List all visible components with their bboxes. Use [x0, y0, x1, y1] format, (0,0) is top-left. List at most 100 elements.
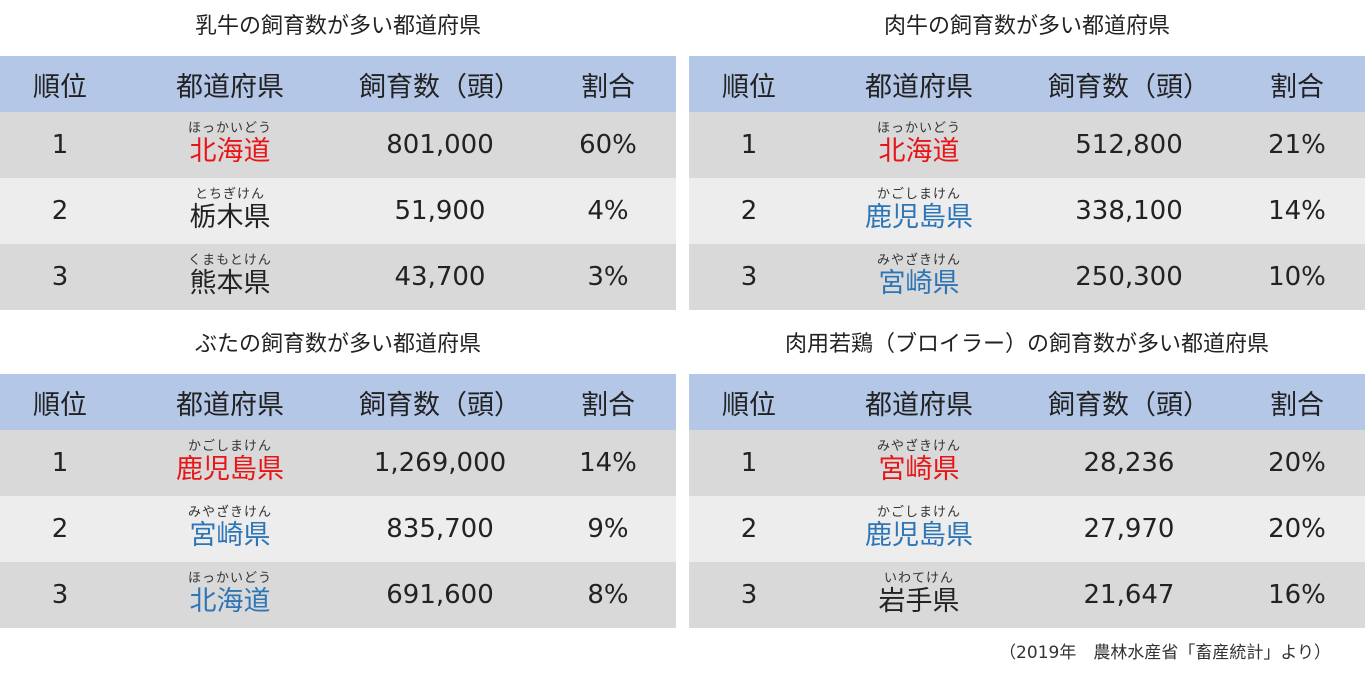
panel-pigs: ぶたの飼育数が多い都道府県 順位 都道府県 飼育数（頭） 割合 1 かごしまけん… [0, 318, 676, 628]
table-row: 2 かごしまけん 鹿児島県 27,970 20% [689, 496, 1365, 562]
panel-beef-cattle: 肉牛の飼育数が多い都道府県 順位 都道府県 飼育数（頭） 割合 1 ほっかいどう… [689, 0, 1365, 310]
header-rank: 順位 [722, 71, 776, 103]
share-cell: 4% [587, 196, 629, 226]
table-row: 1 みやざきけん 宮崎県 28,236 20% [689, 430, 1365, 496]
pref-ruby: みやざきけん [876, 253, 961, 268]
pref-ruby: とちぎけん [194, 187, 265, 202]
header-count: 飼育数（頭） [1048, 389, 1210, 421]
table-header: 順位 都道府県 飼育数（頭） 割合 [0, 56, 676, 112]
share-cell: 20% [1268, 514, 1326, 544]
pref-name: 岩手県 [878, 586, 960, 617]
table-row: 1 ほっかいどう 北海道 801,000 60% [0, 112, 676, 178]
ranking-table: 順位 都道府県 飼育数（頭） 割合 1 ほっかいどう 北海道 801,000 6… [0, 56, 676, 310]
pref-ruby: かごしまけん [876, 187, 961, 202]
count-cell: 28,236 [1083, 448, 1175, 478]
pref-ruby: みやざきけん [187, 505, 272, 520]
share-cell: 8% [587, 580, 629, 610]
ranking-table: 順位 都道府県 飼育数（頭） 割合 1 みやざきけん 宮崎県 28,236 20… [689, 374, 1365, 628]
count-cell: 801,000 [386, 130, 494, 160]
table-row: 3 ほっかいどう 北海道 691,600 8% [0, 562, 676, 628]
count-cell: 27,970 [1083, 514, 1175, 544]
pref-cell: ほっかいどう 北海道 [809, 122, 1029, 168]
header-pref: 都道府県 [865, 389, 973, 421]
rank-cell: 3 [51, 262, 69, 292]
panel-broilers: 肉用若鶏（ブロイラー）の飼育数が多い都道府県 順位 都道府県 飼育数（頭） 割合… [689, 318, 1365, 628]
panel-title: 肉牛の飼育数が多い都道府県 [883, 14, 1170, 39]
count-cell: 691,600 [386, 580, 494, 610]
pref-ruby: ほっかいどう [187, 121, 272, 136]
table-row: 1 かごしまけん 鹿児島県 1,269,000 14% [0, 430, 676, 496]
share-cell: 10% [1268, 262, 1326, 292]
pref-cell: かごしまけん 鹿児島県 [120, 440, 340, 486]
table-header: 順位 都道府県 飼育数（頭） 割合 [0, 374, 676, 430]
table-row: 2 みやざきけん 宮崎県 835,700 9% [0, 496, 676, 562]
share-cell: 3% [587, 262, 629, 292]
pref-name: 北海道 [878, 136, 960, 167]
pref-cell: かごしまけん 鹿児島県 [809, 188, 1029, 234]
pref-name: 北海道 [189, 136, 271, 167]
rank-cell: 1 [51, 448, 69, 478]
rank-cell: 1 [740, 130, 758, 160]
rank-cell: 2 [740, 196, 758, 226]
pref-ruby: くまもとけん [188, 253, 272, 268]
header-count: 飼育数（頭） [359, 71, 521, 103]
panel-title: 乳牛の飼育数が多い都道府県 [194, 14, 481, 39]
pref-cell: ほっかいどう 北海道 [120, 122, 340, 168]
rank-cell: 3 [740, 262, 758, 292]
header-pref: 都道府県 [865, 71, 973, 103]
panel-dairy-cattle: 乳牛の飼育数が多い都道府県 順位 都道府県 飼育数（頭） 割合 1 ほっかいどう… [0, 0, 676, 310]
rank-cell: 2 [51, 196, 69, 226]
count-cell: 250,300 [1075, 262, 1183, 292]
pref-cell: ほっかいどう 北海道 [120, 572, 340, 618]
header-share: 割合 [581, 71, 635, 103]
share-cell: 21% [1268, 130, 1326, 160]
rank-cell: 3 [51, 580, 69, 610]
share-cell: 14% [1268, 196, 1326, 226]
pref-ruby: ほっかいどう [876, 121, 961, 136]
rank-cell: 2 [51, 514, 69, 544]
ranking-table: 順位 都道府県 飼育数（頭） 割合 1 ほっかいどう 北海道 512,800 2… [689, 56, 1365, 310]
header-share: 割合 [1270, 71, 1324, 103]
table-row: 3 くまもとけん 熊本県 43,700 3% [0, 244, 676, 310]
pref-name: 宮崎県 [878, 268, 960, 299]
count-cell: 51,900 [394, 196, 486, 226]
share-cell: 14% [579, 448, 637, 478]
table-row: 2 とちぎけん 栃木県 51,900 4% [0, 178, 676, 244]
pref-name: 宮崎県 [878, 454, 960, 485]
pref-cell: とちぎけん 栃木県 [120, 188, 340, 234]
pref-name: 鹿児島県 [176, 454, 284, 485]
header-rank: 順位 [722, 389, 776, 421]
table-row: 3 みやざきけん 宮崎県 250,300 10% [689, 244, 1365, 310]
pref-name: 熊本県 [189, 268, 271, 299]
count-cell: 338,100 [1075, 196, 1183, 226]
pref-cell: いわてけん 岩手県 [809, 572, 1029, 618]
share-cell: 60% [579, 130, 637, 160]
header-share: 割合 [1270, 389, 1324, 421]
pref-cell: くまもとけん 熊本県 [120, 254, 340, 300]
pref-name: 宮崎県 [189, 520, 271, 551]
pref-cell: みやざきけん 宮崎県 [809, 440, 1029, 486]
pref-name: 栃木県 [189, 202, 271, 233]
header-count: 飼育数（頭） [1048, 71, 1210, 103]
rank-cell: 1 [740, 448, 758, 478]
table-row: 2 かごしまけん 鹿児島県 338,100 14% [689, 178, 1365, 244]
table-row: 3 いわてけん 岩手県 21,647 16% [689, 562, 1365, 628]
header-count: 飼育数（頭） [359, 389, 521, 421]
header-share: 割合 [581, 389, 635, 421]
pref-cell: みやざきけん 宮崎県 [120, 506, 340, 552]
table-row: 1 ほっかいどう 北海道 512,800 21% [689, 112, 1365, 178]
pref-ruby: いわてけん [883, 571, 954, 586]
share-cell: 9% [587, 514, 629, 544]
share-cell: 20% [1268, 448, 1326, 478]
header-rank: 順位 [33, 389, 87, 421]
pref-cell: みやざきけん 宮崎県 [809, 254, 1029, 300]
pref-cell: かごしまけん 鹿児島県 [809, 506, 1029, 552]
header-pref: 都道府県 [176, 389, 284, 421]
count-cell: 43,700 [394, 262, 486, 292]
panel-title: ぶたの飼育数が多い都道府県 [194, 332, 481, 357]
table-header: 順位 都道府県 飼育数（頭） 割合 [689, 56, 1365, 112]
ranking-table: 順位 都道府県 飼育数（頭） 割合 1 かごしまけん 鹿児島県 1,269,00… [0, 374, 676, 628]
header-pref: 都道府県 [176, 71, 284, 103]
panel-title: 肉用若鶏（ブロイラー）の飼育数が多い都道府県 [784, 332, 1269, 357]
count-cell: 21,647 [1083, 580, 1175, 610]
